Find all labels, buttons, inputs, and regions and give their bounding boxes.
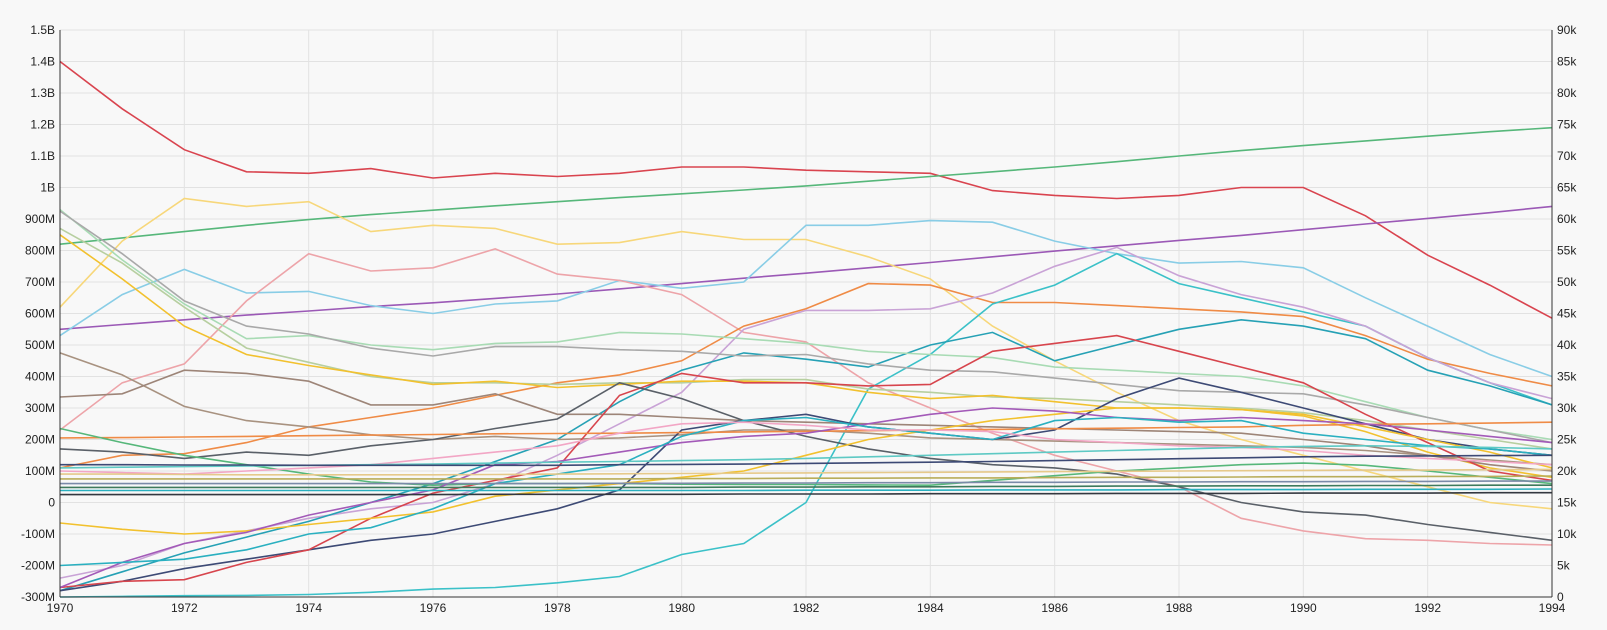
y-right-tick-label: 50k	[1557, 275, 1577, 289]
y-left-tick-label: 900M	[25, 212, 55, 226]
series-line-yellow-light	[59, 197, 1553, 510]
y-right-tick-label: 40k	[1557, 338, 1577, 352]
y-left-tick-label: -200M	[21, 559, 55, 573]
series-line-grey	[59, 210, 1553, 444]
series-line-charcoal	[60, 491, 1552, 496]
x-tick-label: 1992	[1414, 601, 1441, 615]
y-left-tick-label: -300M	[21, 590, 55, 604]
y-right-tick-label: 85k	[1557, 55, 1577, 69]
y-left-tick-label: 800M	[25, 244, 55, 258]
y-right-tick-label: 35k	[1557, 370, 1577, 384]
y-left-tick-label: 1.1B	[30, 149, 55, 163]
y-right-tick-label: 90k	[1557, 23, 1577, 37]
y-right-tick-label: 75k	[1557, 118, 1577, 132]
y-left-tick-label: 1.4B	[30, 55, 55, 69]
series-line-taupe-2	[59, 369, 1553, 472]
y-left-tick-label: 1.5B	[30, 23, 55, 37]
series-line-blue-grey	[60, 480, 1552, 485]
y-right-tick-label: 25k	[1557, 433, 1577, 447]
series-line-pink-2	[59, 421, 1553, 475]
x-tick-label: 1978	[544, 601, 571, 615]
x-tick-label: 1982	[793, 601, 820, 615]
y-right-tick-label: 10k	[1557, 527, 1577, 541]
y-right-tick-label: 45k	[1557, 307, 1577, 321]
series-line-yellow-low	[59, 407, 1553, 535]
x-tick-label: 1994	[1539, 601, 1566, 615]
y-right-tick-label: 65k	[1557, 181, 1577, 195]
series-line-slate	[59, 381, 1553, 542]
y-right-tick-label: 30k	[1557, 401, 1577, 415]
y-left-tick-label: 400M	[25, 370, 55, 384]
y-right-tick-label: 70k	[1557, 149, 1577, 163]
x-tick-label: 1988	[1166, 601, 1193, 615]
series-line-olive	[60, 475, 1553, 480]
y-left-tick-label: 500M	[25, 338, 55, 352]
series-line-teal-flat	[60, 488, 1553, 492]
y-left-tick-label: 600M	[25, 307, 55, 321]
series-line-taupe-1	[59, 352, 1553, 466]
x-tick-label: 1972	[171, 601, 198, 615]
series-line-lilac	[59, 246, 1553, 579]
y-right-tick-label: 20k	[1557, 464, 1577, 478]
y-left-tick-label: 200M	[25, 433, 55, 447]
series-line-mint	[59, 208, 1553, 441]
y-left-tick-label: 1B	[40, 181, 55, 195]
y-right-tick-label: 0	[1557, 590, 1564, 604]
x-tick-label: 1980	[668, 601, 695, 615]
series-line-orange-flat	[59, 421, 1553, 439]
series-line-violet-2	[59, 407, 1553, 589]
y-left-tick-label: -100M	[21, 527, 55, 541]
series-line-pink-salmon	[59, 248, 1553, 546]
series-line-sky-blue	[59, 219, 1553, 378]
x-tick-label: 1990	[1290, 601, 1317, 615]
axes: -300M -200M -100M 0 100M 200M 300M 400M 500M 600M…	[21, 23, 1577, 615]
series-line-teal-dark	[59, 318, 1553, 592]
series-line-sage	[59, 227, 1553, 450]
x-tick-label: 1984	[917, 601, 944, 615]
y-left-tick-label: 300M	[25, 401, 55, 415]
series-line-purple-rising	[59, 205, 1553, 331]
y-left-tick-label: 700M	[25, 275, 55, 289]
x-tick-label: 1970	[47, 601, 74, 615]
series-lines	[59, 60, 1553, 598]
series-line-cyan-2	[59, 416, 1553, 567]
series-line-green-rising	[59, 126, 1553, 245]
series-line-navy-flat	[60, 454, 1553, 467]
y-right-tick-label: 80k	[1557, 86, 1577, 100]
x-tick-label: 1976	[420, 601, 447, 615]
y-left-tick-label: 1.3B	[30, 86, 55, 100]
x-tick-label: 1986	[1041, 601, 1068, 615]
y-left-tick-label: 100M	[25, 464, 55, 478]
y-right-tick-label: 55k	[1557, 244, 1577, 258]
grid	[59, 29, 1553, 598]
series-line-sand	[60, 468, 1553, 476]
y-left-tick-label: 1.2B	[30, 118, 55, 132]
y-left-tick-label: 0	[48, 496, 55, 510]
series-line-dark-green	[60, 484, 1552, 489]
series-line-teal-bright	[59, 252, 1553, 598]
y-right-tick-label: 15k	[1557, 496, 1577, 510]
y-right-tick-label: 60k	[1557, 212, 1577, 226]
series-line-red-top	[59, 60, 1553, 319]
series-line-crimson-2	[59, 334, 1553, 589]
x-tick-label: 1974	[295, 601, 322, 615]
y-right-tick-label: 5k	[1557, 559, 1571, 573]
